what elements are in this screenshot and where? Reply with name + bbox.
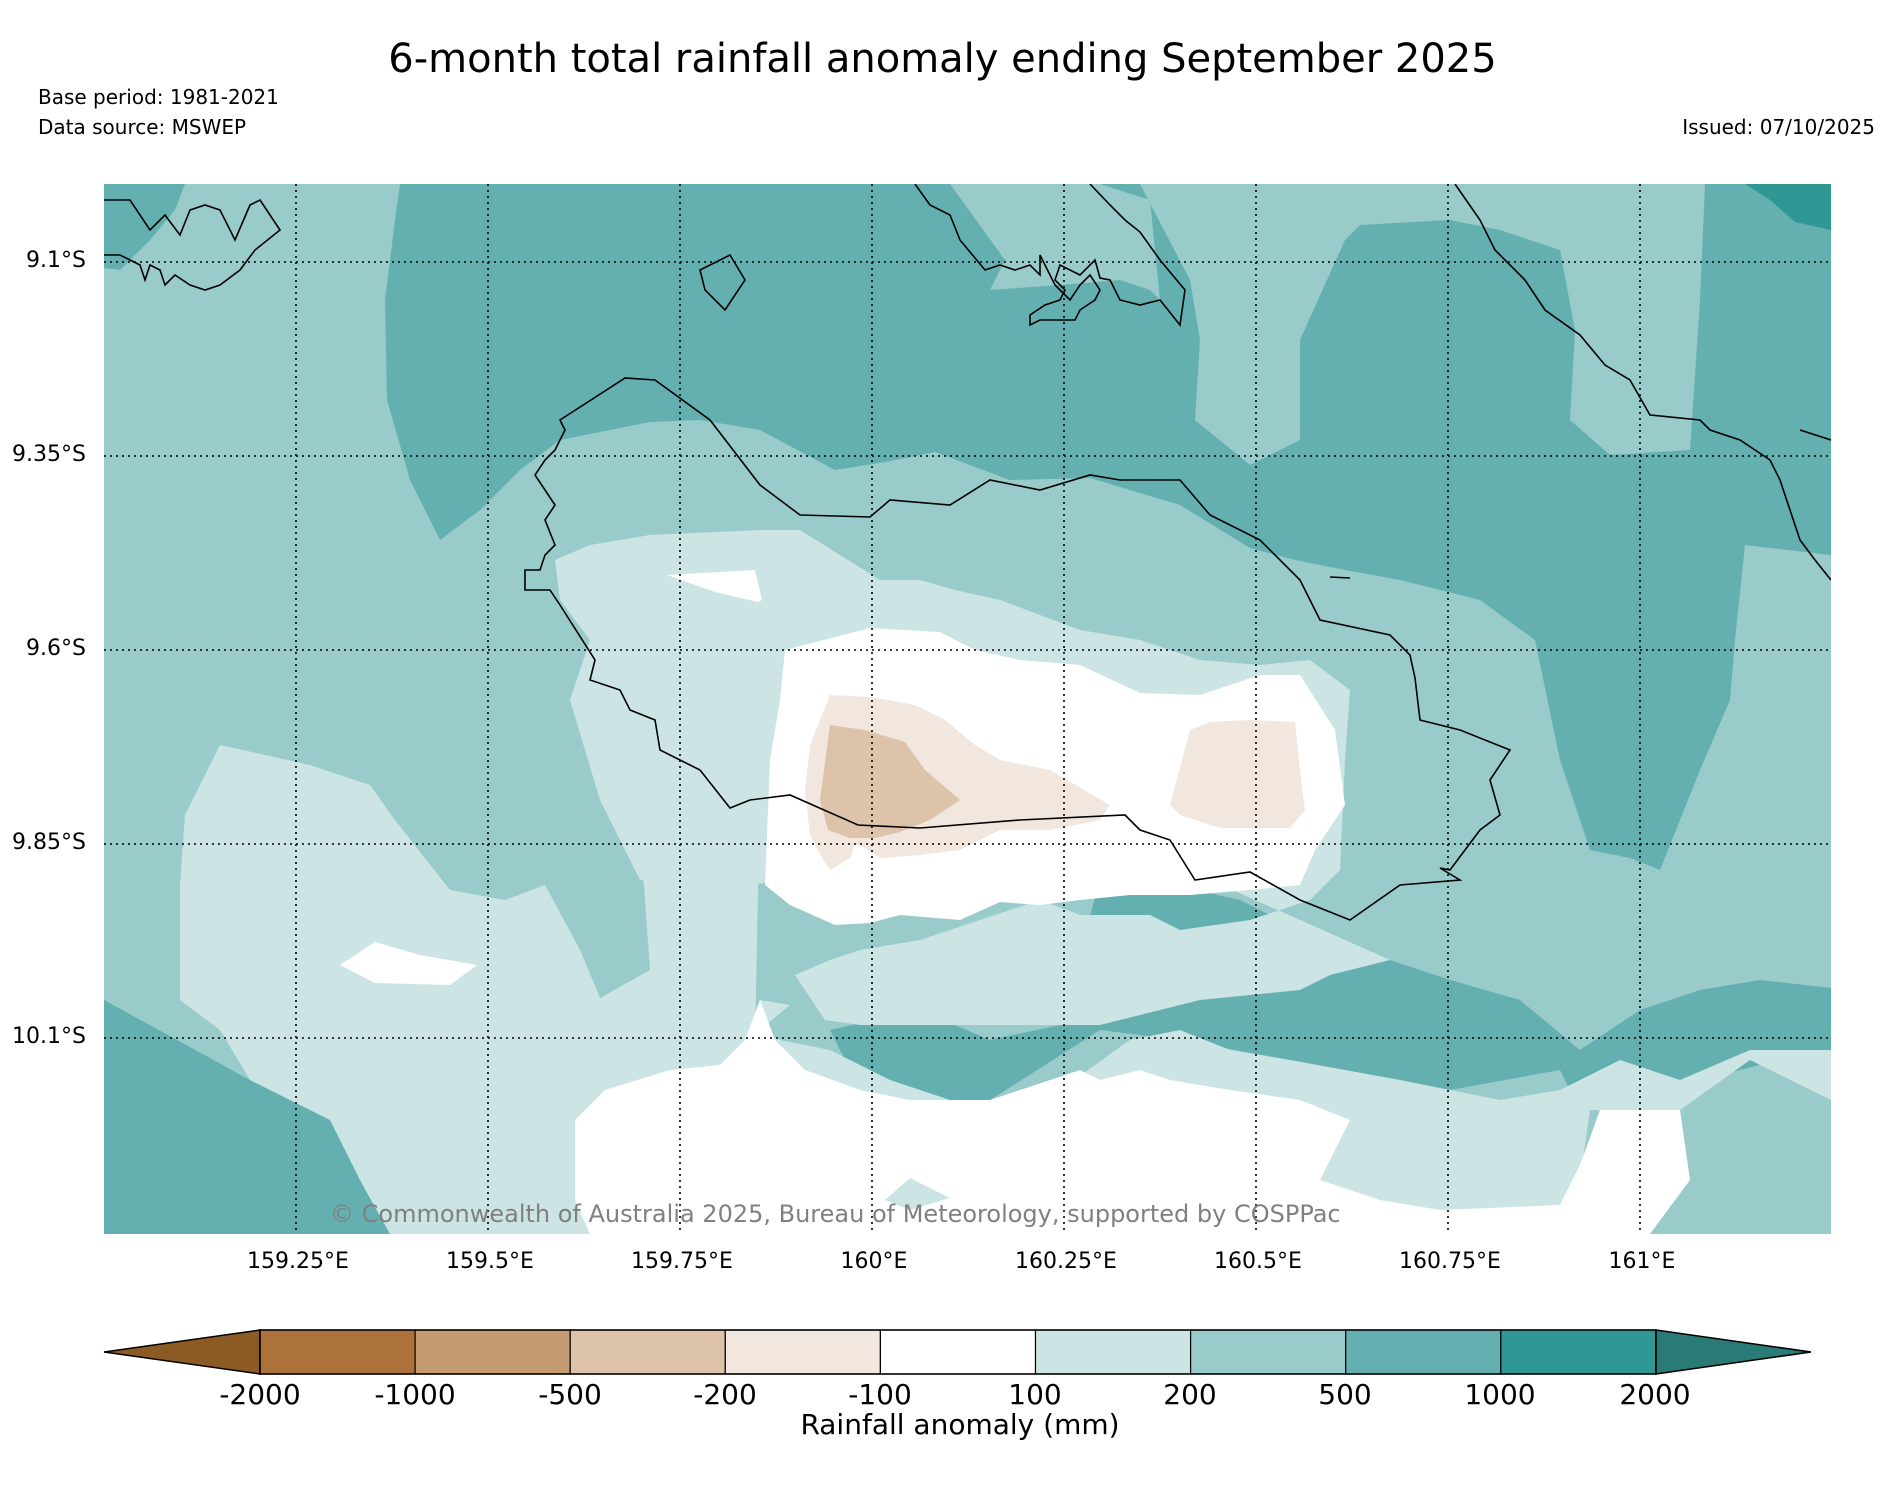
coastline-islet-b <box>1799 429 1831 441</box>
lat-label-9-85: 9.85°S <box>12 830 86 855</box>
lon-label-159-75: 159.75°E <box>631 1249 733 1274</box>
colorbar-tick-label: -100 <box>848 1378 912 1411</box>
lon-label-159-25: 159.25°E <box>247 1249 349 1274</box>
colorbar-tick-label: -1000 <box>374 1378 456 1411</box>
colorbar-segment <box>1500 1329 1657 1375</box>
base-period: Base period: 1981-2021 <box>38 85 279 109</box>
coastlines <box>104 184 1831 921</box>
map-metadata-left: Base period: 1981-2021 Data source: MSWE… <box>38 82 279 142</box>
colorbar <box>103 1329 1812 1375</box>
colorbar-segment <box>879 1329 1037 1375</box>
coastline-north-island-a <box>914 184 1186 327</box>
contour-100-200-islet <box>885 1178 950 1210</box>
issued-date: Issued: 07/10/2025 <box>1682 115 1875 139</box>
contour-minus100-minus200-east <box>1170 720 1305 828</box>
data-source: Data source: MSWEP <box>38 115 247 139</box>
contour-500-1000-west <box>104 1000 390 1234</box>
colorbar-tick-label: 200 <box>1163 1378 1217 1411</box>
colorbar-tick-label: 2000 <box>1619 1378 1691 1411</box>
contour-neutral-south <box>575 1000 1690 1234</box>
contour-neutral-islet-b <box>340 942 477 985</box>
colorbar-tick-label: 100 <box>1008 1378 1062 1411</box>
contour-1000-2000-ne <box>1745 184 1831 230</box>
contour-500-1000-north <box>385 184 1831 870</box>
colorbar-segment <box>414 1329 571 1375</box>
lat-label-9-35: 9.35°S <box>12 442 86 467</box>
map-title: 6-month total rainfall anomaly ending Se… <box>388 36 1497 82</box>
lat-label-9-1: 9.1°S <box>26 248 86 273</box>
copyright-notice: © Commonwealth of Australia 2025, Bureau… <box>330 1200 1341 1228</box>
colorbar-segment <box>724 1329 881 1375</box>
colorbar-segment <box>569 1329 726 1375</box>
colorbar-segment <box>1345 1329 1502 1375</box>
lon-label-160-5: 160.5°E <box>1214 1249 1302 1274</box>
colorbar-title: Rainfall anomaly (mm) <box>800 1408 1120 1441</box>
colorbar-tick-label: -2000 <box>219 1378 301 1411</box>
contour-500-1000-se <box>830 840 1831 1110</box>
lat-label-9-6: 9.6°S <box>26 636 86 661</box>
colorbar-tick-label: 1000 <box>1464 1378 1536 1411</box>
colorbar-extend-low <box>103 1329 261 1375</box>
coastline-nw-island <box>104 198 282 291</box>
graticule <box>104 184 1831 1234</box>
lon-label-159-5: 159.5°E <box>446 1249 534 1274</box>
colorbar-tick-label: 500 <box>1318 1378 1372 1411</box>
coastline-main-island <box>524 377 1512 921</box>
coastline-east-island <box>1454 184 1831 581</box>
colorbar-segment <box>1034 1329 1192 1375</box>
lon-label-161: 161°E <box>1608 1249 1676 1274</box>
colorbar-extend-high <box>1655 1329 1812 1375</box>
contour-minus200-minus500 <box>820 725 960 838</box>
colorbar-tick-label: -200 <box>693 1378 757 1411</box>
lon-label-160-75: 160.75°E <box>1399 1249 1501 1274</box>
contour-fields <box>104 184 1831 1234</box>
lon-label-160: 160°E <box>840 1249 908 1274</box>
lon-label-160-25: 160.25°E <box>1015 1249 1117 1274</box>
contour-200-500-patch-a <box>930 184 1705 465</box>
colorbar-tick-label: -500 <box>538 1378 602 1411</box>
coastline-north-island-b <box>699 253 746 312</box>
coastline-islet-a <box>1329 576 1351 579</box>
contour-500-1000-nw <box>104 184 185 270</box>
colorbar-segment <box>1189 1329 1347 1375</box>
lat-label-10-1: 10.1°S <box>12 1024 86 1049</box>
colorbar-segment <box>259 1329 416 1375</box>
contour-200-500-patch-b <box>950 184 1160 300</box>
contour-neutral-islet-a <box>667 570 762 602</box>
